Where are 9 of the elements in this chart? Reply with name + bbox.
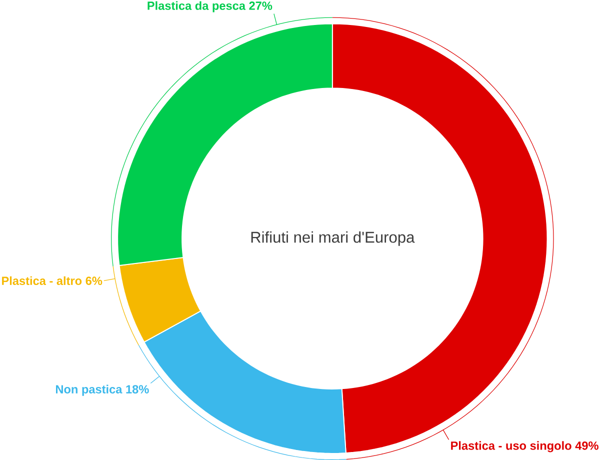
slice-label: Plastica - altro: [2, 276, 82, 286]
data-label: 18%: [126, 385, 149, 394]
data-label: 49%: [575, 441, 598, 450]
data-label: 27%: [249, 2, 272, 10]
slice-label: Plastica da pesca: [148, 1, 246, 12]
slice-label: Non pastica: [56, 384, 122, 396]
data-label: 6%: [86, 276, 102, 286]
slice-label: Plastica - uso singolo: [451, 441, 572, 452]
text: Rifiuti nei mari d'Europa: [251, 231, 415, 246]
